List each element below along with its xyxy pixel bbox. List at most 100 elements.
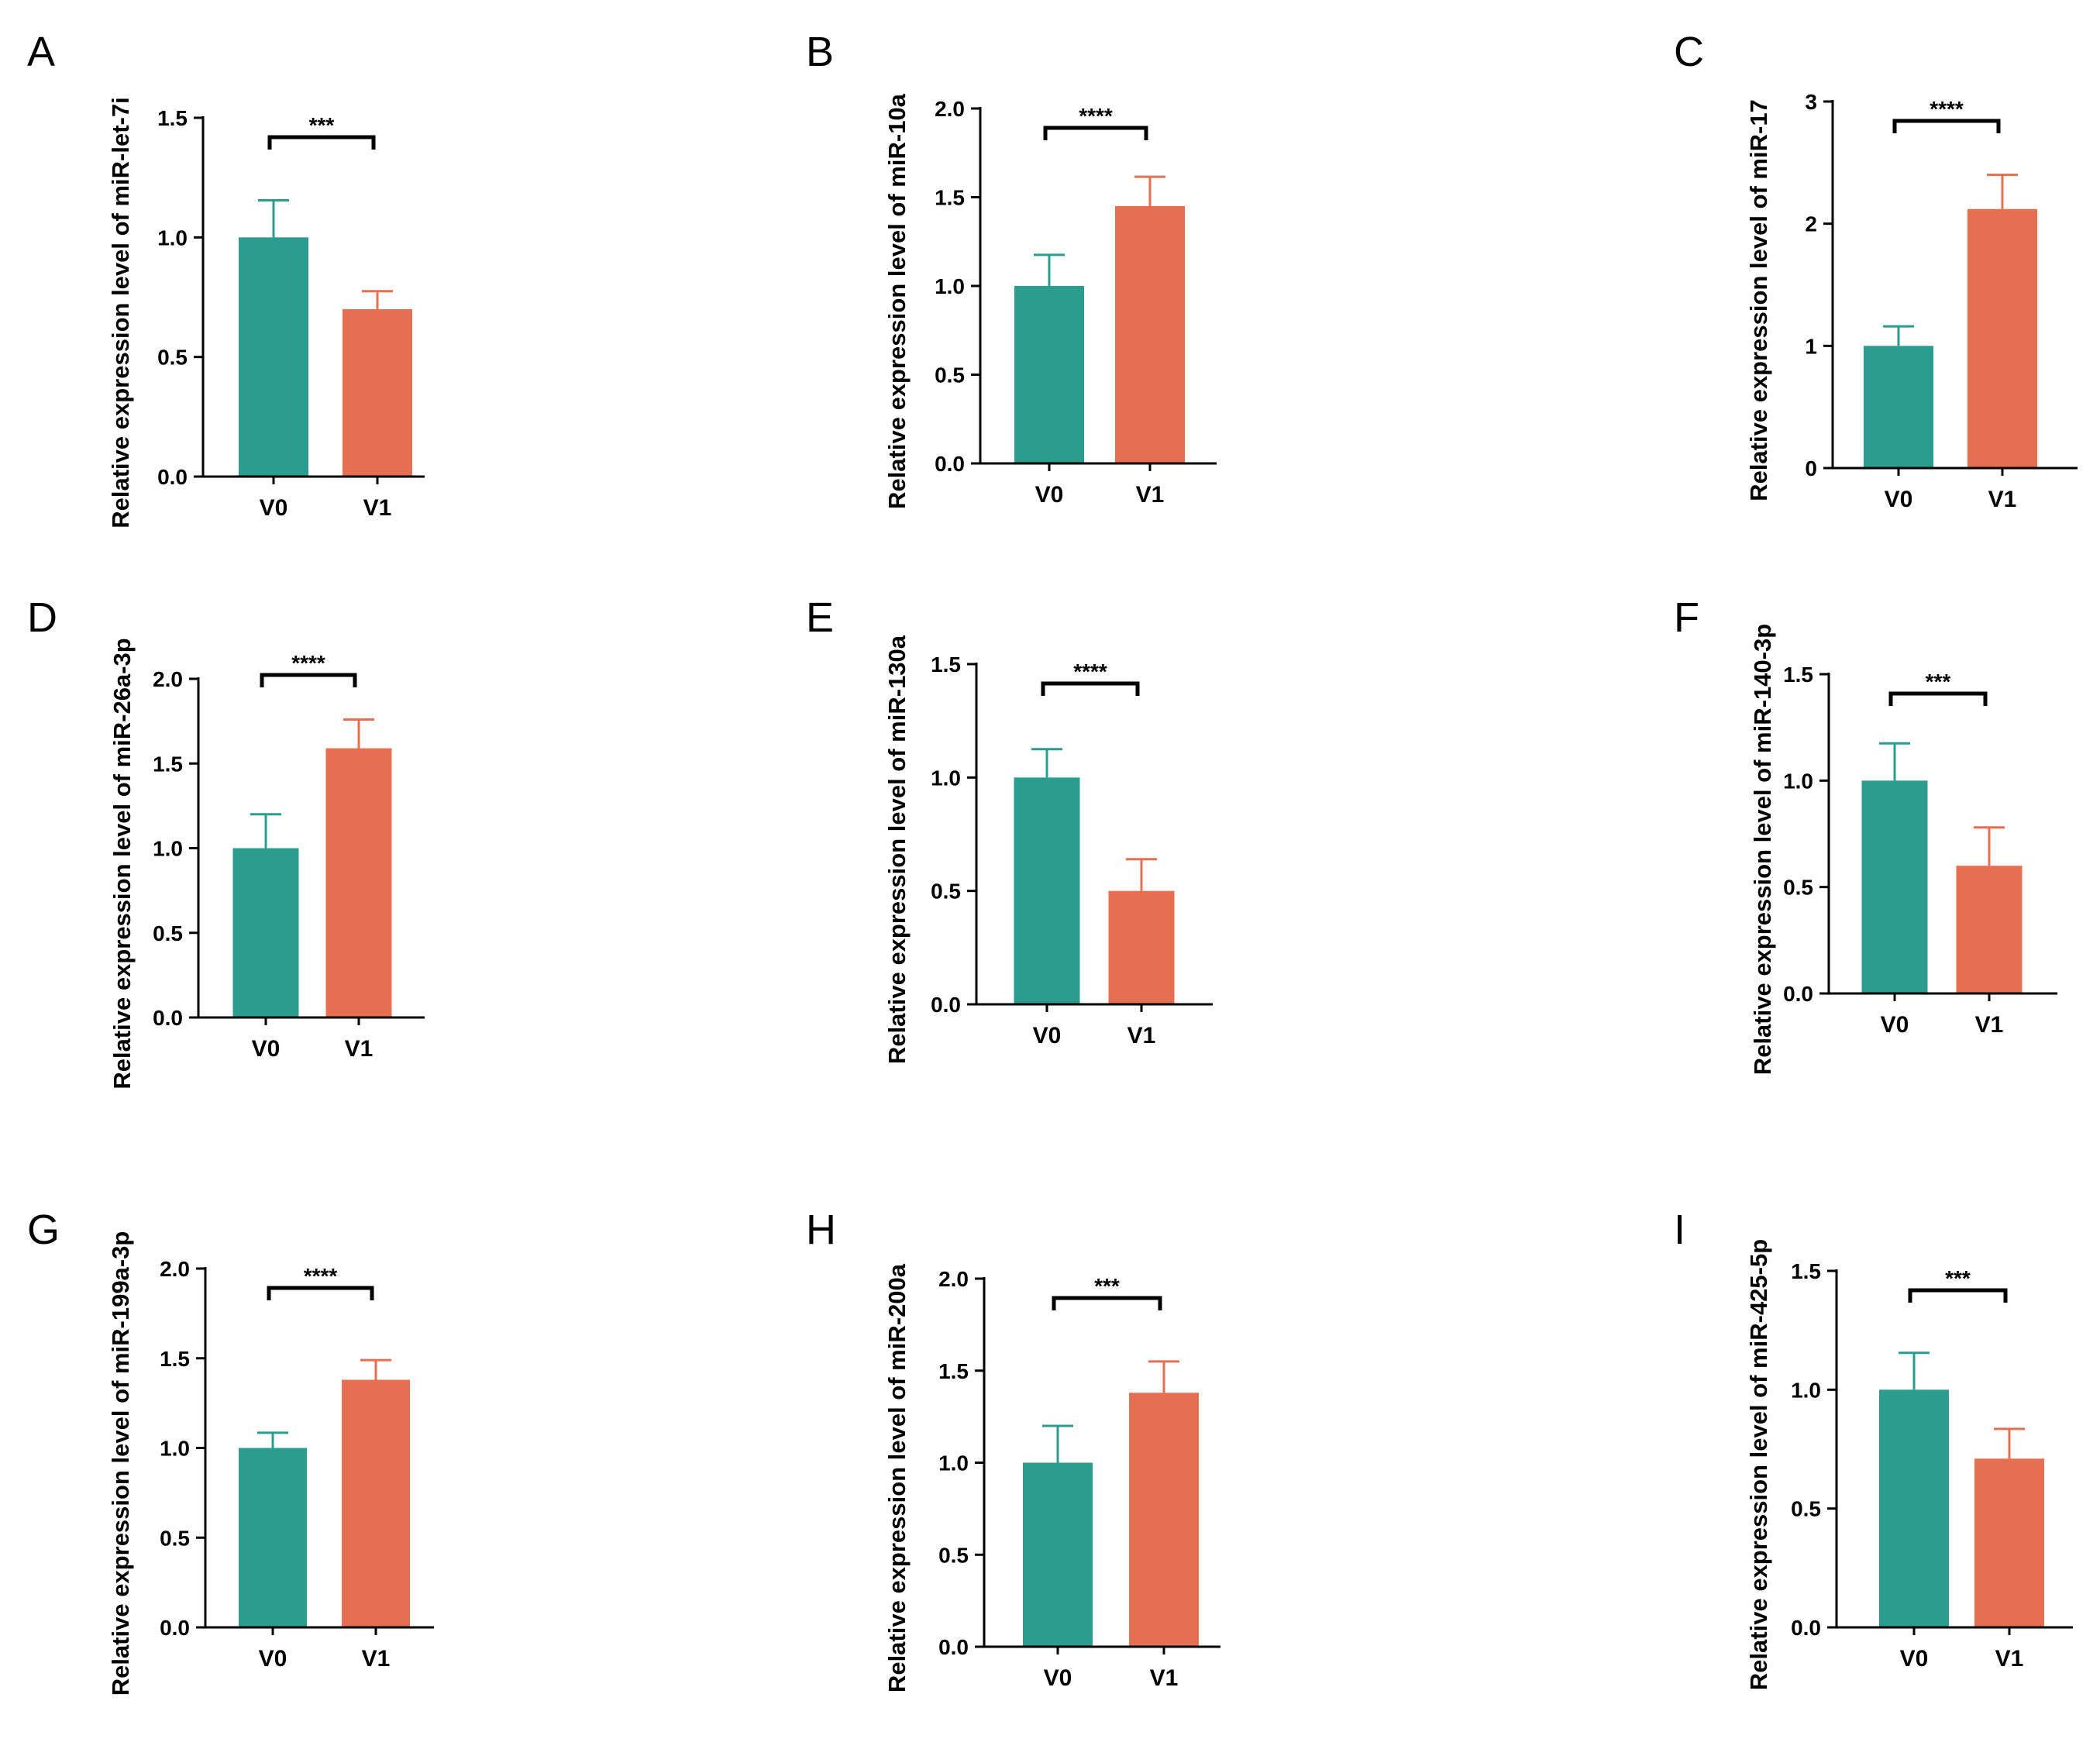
y-tick-label: 0.5: [160, 1526, 190, 1550]
significance-stars: ***: [1945, 1266, 1971, 1290]
y-axis-label: Relative expression level of miR-10a: [883, 93, 911, 509]
x-tick-label: V0: [1033, 1023, 1062, 1048]
y-tick-label: 2: [1805, 212, 1817, 236]
y-tick-label: 0.5: [938, 1543, 969, 1567]
x-tick-label: V0: [1885, 487, 1913, 512]
panel-letter: E: [806, 594, 834, 641]
bar-v0: [1861, 780, 1928, 993]
x-tick-label: V1: [1150, 1665, 1179, 1691]
bar-v1: [343, 308, 412, 477]
bar-v0: [1023, 1462, 1093, 1647]
y-tick-label: 2.0: [935, 97, 965, 121]
y-tick-label: 2.0: [938, 1267, 969, 1291]
y-tick-label: 1.0: [935, 274, 965, 298]
y-axis-label: Relative expression level of miR-17: [1745, 99, 1772, 501]
bar-v1: [325, 748, 392, 1017]
x-tick-label: V0: [252, 1036, 281, 1062]
y-axis-label: Relative expression level of miR-130a: [883, 635, 911, 1064]
x-tick-label: V0: [1035, 482, 1064, 508]
bar-v1: [1108, 890, 1175, 1004]
bar-v0: [239, 237, 308, 477]
panel-letter: F: [1674, 594, 1699, 641]
y-tick-label: 1.0: [931, 766, 961, 790]
x-tick-label: V1: [1127, 1023, 1156, 1048]
panel-letter: G: [27, 1207, 60, 1253]
significance-bracket: [1908, 1288, 2008, 1303]
y-tick-label: 1.5: [153, 752, 183, 776]
significance-bracket: [1052, 1296, 1162, 1310]
bar-v1: [1974, 1458, 2044, 1627]
panel-letter: C: [1674, 29, 1704, 75]
significance-stars: ***: [1926, 670, 1951, 694]
significance-stars: ****: [1073, 659, 1107, 683]
x-tick-label: V1: [1995, 1646, 2024, 1672]
x-tick-label: V0: [260, 495, 288, 521]
panel-d: D Relative expression level of miR-26a-3p…: [27, 594, 425, 1090]
significance-stars: ***: [1094, 1274, 1120, 1298]
y-tick-label: 1.5: [160, 1347, 190, 1371]
y-tick-label: 0.5: [1783, 876, 1813, 900]
bar-v1: [1956, 866, 2023, 993]
panel-f: F Relative expression level of miR-140-3p…: [1674, 594, 2057, 1075]
y-tick-label: 1.5: [157, 106, 188, 130]
y-tick-label: 1.5: [1791, 1259, 1821, 1283]
significance-bracket: [1041, 681, 1140, 696]
panel-e: E Relative expression level of miR-130a V0…: [806, 594, 1213, 1064]
y-tick-label: 0.0: [1791, 1616, 1821, 1640]
bar-v0: [1014, 777, 1080, 1004]
x-tick-label: V0: [1044, 1665, 1072, 1691]
panel-letter: H: [806, 1207, 836, 1253]
y-tick-label: 1.0: [157, 226, 188, 250]
panel-c: C Relative expression level of miR-17 V0 V1…: [1674, 29, 2078, 512]
y-tick-label: 0.5: [931, 880, 961, 904]
bar-v0: [1879, 1389, 1949, 1627]
panel-letter: B: [806, 29, 834, 75]
y-tick-label: 1.0: [153, 837, 183, 861]
significance-bracket: [267, 135, 376, 150]
bar-v1: [1115, 205, 1185, 463]
x-tick-label: V1: [363, 495, 392, 521]
y-tick-label: 1.0: [1783, 769, 1813, 793]
y-tick-label: 0.5: [935, 363, 965, 387]
bar-v0: [232, 848, 299, 1017]
y-tick-label: 1.0: [1791, 1378, 1821, 1402]
x-tick-label: V0: [1900, 1646, 1929, 1672]
y-tick-label: 1.0: [160, 1437, 190, 1461]
y-axis-label: Relative expression level of miR-425-5p: [1745, 1239, 1772, 1690]
panel-letter: A: [27, 29, 55, 75]
bar-v0: [239, 1448, 307, 1627]
significance-stars: ****: [291, 651, 325, 675]
y-tick-label: 2.0: [160, 1257, 190, 1281]
y-tick-label: 1.5: [1783, 663, 1813, 687]
bar-v0: [1864, 346, 1933, 468]
y-tick-label: 1.0: [938, 1451, 969, 1475]
significance-stars: ****: [1930, 97, 1964, 121]
significance-stars: ****: [1079, 104, 1113, 128]
x-tick-label: V1: [1136, 482, 1165, 508]
significance-stars: ***: [309, 113, 335, 137]
y-tick-label: 0.0: [938, 1635, 969, 1659]
bar-v1: [342, 1379, 410, 1627]
x-tick-label: V1: [1975, 1012, 2004, 1038]
panel-letter: I: [1674, 1207, 1685, 1253]
x-tick-label: V1: [345, 1036, 374, 1062]
panel-letter: D: [27, 594, 57, 641]
significance-bracket: [1892, 119, 2001, 133]
y-tick-label: 1: [1805, 334, 1817, 358]
panel-g: G Relative expression level of miR-199a-3…: [27, 1207, 434, 1696]
significance-bracket: [260, 673, 357, 687]
y-axis-label: Relative expression level of miR-200a: [883, 1263, 911, 1692]
significance-stars: ****: [304, 1264, 338, 1288]
y-tick-label: 0.0: [931, 993, 961, 1017]
y-axis-label: Relative expression level of miR-140-3p: [1749, 624, 1776, 1075]
x-tick-label: V1: [362, 1646, 391, 1672]
y-tick-label: 1.5: [938, 1359, 969, 1383]
y-tick-label: 0.0: [1783, 982, 1813, 1006]
y-tick-label: 0.0: [935, 452, 965, 476]
y-tick-label: 3: [1805, 90, 1817, 114]
y-tick-label: 0.0: [157, 465, 188, 489]
y-tick-label: 0: [1805, 456, 1817, 480]
bar-v1: [1967, 208, 2037, 468]
x-tick-label: V0: [1881, 1012, 1909, 1038]
